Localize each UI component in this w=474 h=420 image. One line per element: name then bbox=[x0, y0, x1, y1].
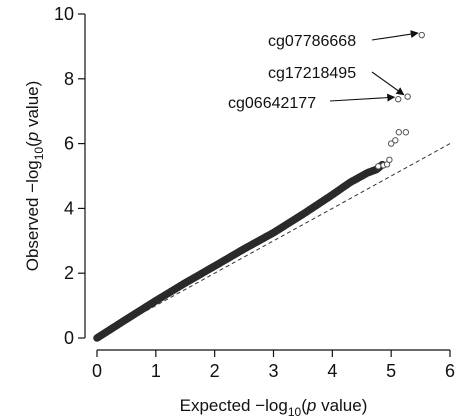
y-tick-label: 8 bbox=[64, 69, 74, 89]
outlier-point bbox=[404, 93, 411, 100]
x-axis-title: Expected −log10(p value) bbox=[180, 396, 368, 419]
annotation-label: cg07786668 bbox=[268, 33, 356, 50]
outlier-point bbox=[395, 96, 402, 103]
x-tick-label: 4 bbox=[327, 361, 337, 381]
x-tick-label: 3 bbox=[268, 361, 278, 381]
annotation-label: cg17218495 bbox=[268, 65, 356, 82]
annotation-arrow bbox=[371, 71, 405, 96]
x-tick-label: 0 bbox=[92, 361, 102, 381]
axes: 0 1 2 3 4 5 6 0 2 4 6 8 10 bbox=[54, 4, 455, 381]
y-tick-label: 10 bbox=[54, 4, 74, 24]
data-points bbox=[93, 31, 425, 342]
outlier-point bbox=[375, 163, 382, 170]
outlier-point bbox=[418, 31, 425, 39]
annotations: cg07786668 cg17218495 cg06642177 bbox=[228, 30, 419, 112]
y-axis-title: Observed −log10(p value) bbox=[23, 81, 46, 272]
x-tick-label: 1 bbox=[151, 361, 161, 381]
outlier-point bbox=[395, 129, 403, 136]
outlier-point bbox=[392, 137, 399, 144]
annotation-arrow bbox=[329, 93, 396, 102]
x-tick-label: 2 bbox=[210, 361, 220, 381]
annotation-label: cg06642177 bbox=[228, 95, 316, 112]
outlier-point bbox=[402, 129, 410, 136]
outlier-point bbox=[387, 140, 395, 147]
x-tick-label: 6 bbox=[445, 361, 455, 381]
y-tick-label: 0 bbox=[64, 328, 74, 348]
y-tick-label: 4 bbox=[64, 198, 74, 218]
y-tick-label: 2 bbox=[64, 263, 74, 283]
annotation-arrow bbox=[371, 30, 419, 41]
y-tick-label: 6 bbox=[64, 134, 74, 154]
x-tick-label: 5 bbox=[386, 361, 396, 381]
outlier-point bbox=[386, 156, 393, 164]
axis-titles: Expected −log10(p value) Observed −log10… bbox=[23, 81, 367, 419]
